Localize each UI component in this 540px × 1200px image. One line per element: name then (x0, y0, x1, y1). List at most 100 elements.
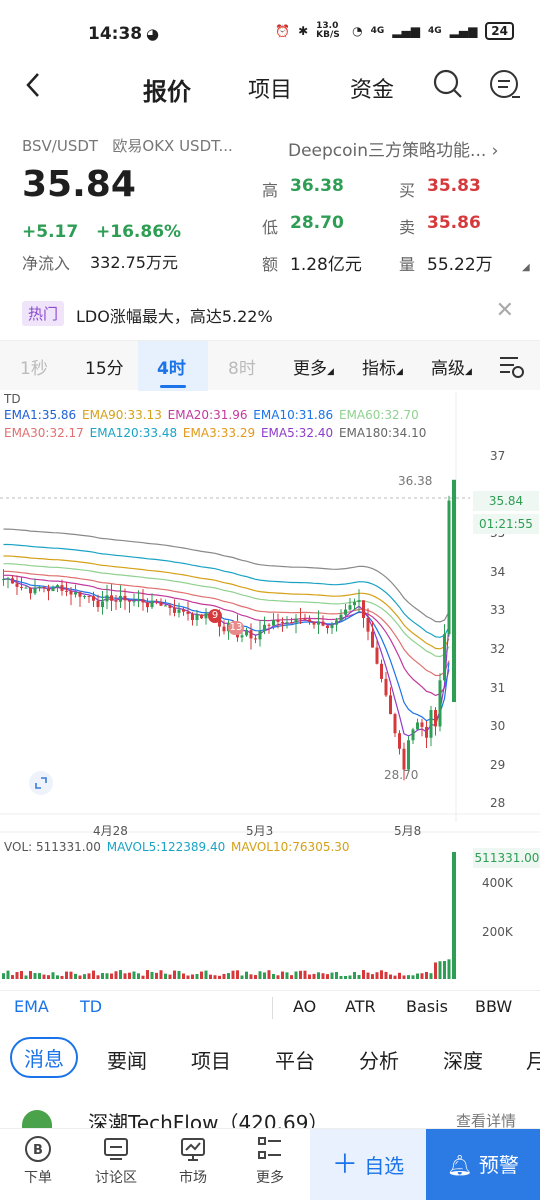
chart-settings-icon[interactable] (498, 354, 526, 380)
candle-body (308, 619, 311, 622)
candle-body (173, 607, 176, 613)
ema1-value: EMA1:35.86 (4, 408, 77, 422)
tf-4h[interactable]: 4时 (157, 359, 186, 379)
candle-body (384, 678, 388, 696)
ind-ema[interactable]: EMA (14, 997, 49, 1016)
indicator-divider (272, 997, 273, 1019)
volume-bar (416, 973, 419, 979)
bottom-market[interactable]: 市场 (163, 1135, 223, 1187)
y-tick-30: 30 (490, 719, 506, 733)
news-tab-more[interactable]: 月 (526, 1049, 540, 1073)
candle-body (222, 626, 226, 632)
candle-body (416, 722, 419, 730)
timeframe-active-bg (138, 341, 208, 391)
tab-funds[interactable]: 资金 (350, 78, 395, 103)
tab-project[interactable]: 项目 (248, 78, 293, 103)
volume-bar (344, 975, 347, 979)
tf-1s[interactable]: 1秒 (20, 359, 48, 379)
volume-bar (411, 975, 415, 979)
candle-body (335, 620, 338, 625)
candle-body (281, 621, 284, 623)
feed-more-link[interactable]: 查看详情 (456, 1112, 517, 1130)
tf-advanced[interactable]: 高级◢ (431, 359, 472, 379)
bottom-discussion[interactable]: 讨论区 (86, 1135, 146, 1187)
news-tab-projects[interactable]: 项目 (191, 1049, 231, 1073)
expand-corner-icon[interactable]: ◢ (522, 262, 530, 273)
candle-body (6, 578, 10, 580)
volume-bar (110, 973, 113, 979)
hot-badge: 热门 (22, 301, 65, 326)
add-favorite-button[interactable]: ＋ 自选 (310, 1129, 426, 1200)
feed-item[interactable]: 深潮TechFlow（420.69） 查看详情 (0, 1100, 540, 1130)
promo-link[interactable]: Deepcoin三方策略功能... › (288, 141, 499, 161)
candle-body (411, 729, 415, 741)
news-tab-analysis[interactable]: 分析 (359, 1049, 399, 1073)
bottom-bar: B 下单 讨论区 市场 更多 ＋ 自选 🔔︎ 预警 (0, 1128, 540, 1200)
volume-bar (60, 975, 64, 979)
price-alert-button[interactable]: 🔔︎ 预警 (426, 1129, 540, 1200)
net-inflow-label: 净流入 (22, 254, 71, 273)
volume-bar (434, 962, 437, 979)
bottom-order[interactable]: B 下单 (8, 1135, 68, 1187)
trading-pair[interactable]: BSV/USDT 欧易OKX USDT... (22, 137, 233, 155)
volume-bar (407, 975, 410, 979)
volume-bar (168, 974, 172, 979)
volume-value: 55.22万 (427, 255, 493, 275)
volume-bar (96, 975, 100, 979)
volume-bar (11, 975, 14, 979)
volume-bar (380, 970, 383, 979)
ema-line (3, 570, 450, 677)
news-tab-platform[interactable]: 平台 (275, 1049, 315, 1073)
bottom-more[interactable]: 更多 (240, 1135, 300, 1187)
volume-bar (402, 975, 406, 979)
back-arrow-icon[interactable] (22, 70, 46, 100)
tf-8h[interactable]: 8时 (228, 359, 256, 379)
volume-bar (303, 970, 307, 979)
tf-more[interactable]: 更多◢ (293, 359, 334, 379)
candle-body (371, 631, 374, 648)
dropdown-corner-icon: ◢ (327, 367, 334, 377)
search-icon[interactable] (432, 68, 464, 100)
vol-tick-400k: 400K (482, 876, 513, 890)
candle-body (267, 624, 271, 626)
news-tab-depth[interactable]: 深度 (443, 1049, 483, 1073)
ind-td[interactable]: TD (80, 997, 103, 1016)
volume-bar (326, 974, 329, 979)
vol-tick-200k: 200K (482, 925, 513, 939)
hot-banner[interactable]: 热门 LDO涨幅最大，高达5.22% ✕ (20, 298, 522, 328)
candle-body (146, 602, 149, 608)
volume-bar (420, 973, 424, 979)
tab-quote[interactable]: 报价 (143, 78, 191, 106)
ind-ao[interactable]: AO (293, 997, 317, 1016)
bluetooth-icon: ✱ (298, 24, 309, 38)
ind-basis[interactable]: Basis (406, 997, 448, 1016)
candle-body (218, 617, 221, 627)
candle-body (425, 726, 428, 738)
tf-indicators[interactable]: 指标◢ (362, 359, 403, 379)
tf-15m[interactable]: 15分 (85, 359, 124, 379)
news-tab-headlines[interactable]: 要闻 (107, 1049, 147, 1073)
message-icon[interactable] (488, 68, 522, 102)
td-label: TD (4, 392, 21, 406)
candle-body (78, 592, 82, 597)
candle-body (240, 635, 244, 638)
more-icon (258, 1137, 281, 1159)
volume-bar (164, 973, 167, 979)
candle-body (263, 624, 266, 631)
volume-bar (141, 975, 145, 979)
volume-bar (105, 973, 109, 979)
candle-body (330, 624, 334, 629)
candlestick-chart[interactable]: TD EMA1:35.86 EMA90:33.13 EMA20:31.96 EM… (0, 392, 540, 992)
bottom-discussion-label: 讨论区 (95, 1170, 137, 1186)
ind-bbw[interactable]: BBW (475, 997, 513, 1016)
fullscreen-icon[interactable] (28, 770, 54, 796)
close-icon[interactable]: ✕ (495, 298, 514, 323)
volume-bar (186, 975, 190, 979)
volume-bar (308, 974, 311, 979)
candle-body (276, 620, 280, 622)
volume-bar (101, 973, 104, 979)
news-tab-messages[interactable]: 消息 (10, 1037, 78, 1078)
ind-atr[interactable]: ATR (345, 997, 376, 1016)
volume-bar (24, 975, 28, 979)
ema-line (3, 528, 450, 623)
